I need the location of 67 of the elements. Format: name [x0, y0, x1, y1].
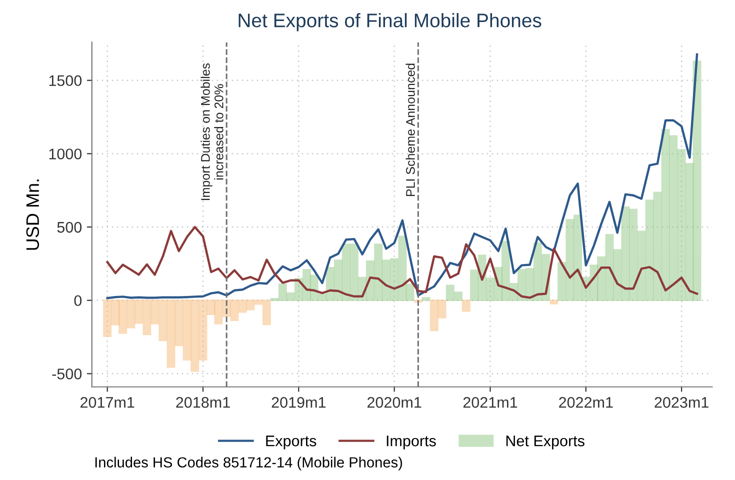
x-tick-label: 2018m1 [176, 397, 230, 408]
bar [134, 300, 144, 324]
ref-line-label: PLI Scheme Announced [406, 64, 415, 196]
bar [278, 284, 287, 302]
y-tick-label: -500 [52, 368, 82, 380]
bar [198, 300, 208, 360]
ref-line-label: Import Duties on Mobiles increased to 20% [200, 63, 224, 200]
bar [246, 300, 255, 310]
bar [550, 300, 558, 304]
x-tick-label: 2017m1 [80, 397, 134, 408]
line-series [106, 53, 698, 300]
bar [446, 284, 454, 302]
x-tick-label: 2019m1 [272, 397, 326, 408]
bar [190, 300, 200, 372]
bar [621, 206, 630, 302]
legend-label: Net Exports [506, 436, 584, 450]
bar [669, 135, 678, 302]
bar [111, 300, 120, 326]
bar [158, 300, 168, 342]
bar [574, 214, 582, 302]
bar [318, 294, 326, 302]
bar [677, 149, 686, 302]
y-tick-label: 1500 [49, 75, 82, 86]
text: Includes HS Codes 851712-14 (Mobile Phones) [95, 456, 402, 470]
bar [374, 244, 383, 302]
chart-title: Net Exports of Final Mobile Phones [238, 13, 542, 32]
bar [629, 208, 638, 302]
bar [454, 292, 462, 302]
bar [286, 292, 295, 302]
bar [605, 234, 614, 302]
bar [398, 236, 407, 302]
y-axis-title: USD Mn. [26, 180, 40, 250]
bar [637, 230, 646, 302]
bar [166, 300, 176, 368]
legend-label: Exports [266, 436, 316, 450]
bar [501, 240, 510, 302]
bar [653, 192, 662, 302]
x-tick-label: 2022m1 [559, 397, 613, 408]
bar [103, 300, 112, 337]
bar [406, 284, 414, 302]
bar [118, 300, 128, 334]
bar [254, 300, 263, 305]
bar [230, 300, 239, 321]
x-tick-label: 2023m1 [654, 397, 708, 408]
bar [334, 260, 342, 302]
y-tick-label: 1000 [49, 148, 82, 160]
line-series [106, 226, 698, 299]
bar [126, 300, 136, 328]
bar [422, 297, 430, 302]
bar [142, 300, 152, 336]
y-tick-label: 0 [74, 295, 82, 306]
bar [262, 300, 271, 326]
legend-label: Imports [386, 436, 436, 450]
x-tick-label: 2021m1 [463, 397, 518, 408]
bar [350, 244, 358, 302]
bar [150, 300, 160, 324]
x-tick-label: 2020m1 [367, 397, 422, 408]
bar [430, 300, 438, 332]
bar [470, 270, 478, 302]
y-tick-label: 500 [57, 222, 82, 233]
bar [486, 278, 494, 302]
bar [462, 300, 470, 312]
bar [438, 300, 446, 318]
bar [238, 300, 247, 313]
bar [214, 300, 223, 324]
bar [174, 300, 184, 346]
bar [566, 219, 574, 302]
